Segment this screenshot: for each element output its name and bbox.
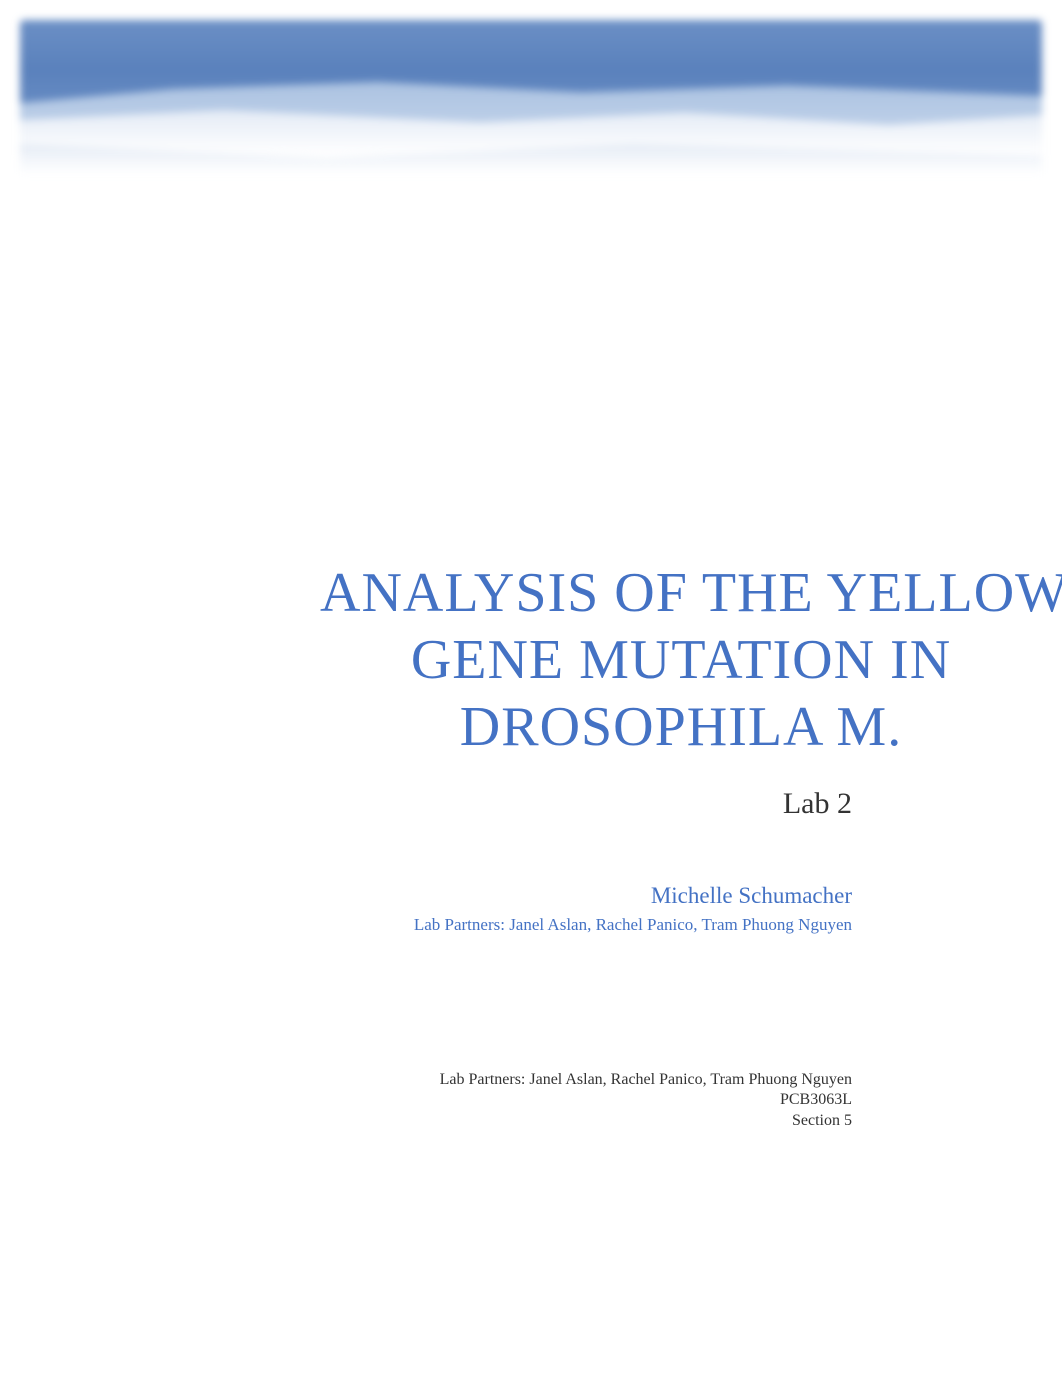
- document-title: ANALYSIS OF THE YELLOW GENE MUTATION IN …: [320, 560, 1042, 762]
- header-wave-banner: [20, 20, 1042, 180]
- title-line-2: GENE MUTATION IN: [320, 627, 1042, 694]
- title-line-3: DROSOPHILA M.: [320, 694, 1042, 761]
- author-name: Michelle Schumacher: [320, 883, 1042, 909]
- footer-course: PCB3063L: [440, 1090, 852, 1111]
- footer-section: Section 5: [440, 1111, 852, 1132]
- document-content: ANALYSIS OF THE YELLOW GENE MUTATION IN …: [320, 560, 1042, 935]
- document-subtitle: Lab 2: [320, 787, 1042, 821]
- footer-partners: Lab Partners: Janel Aslan, Rachel Panico…: [440, 1070, 852, 1091]
- title-line-1: ANALYSIS OF THE YELLOW: [320, 560, 1042, 627]
- lab-partners-top: Lab Partners: Janel Aslan, Rachel Panico…: [320, 915, 1042, 935]
- footer-block: Lab Partners: Janel Aslan, Rachel Panico…: [440, 1070, 852, 1132]
